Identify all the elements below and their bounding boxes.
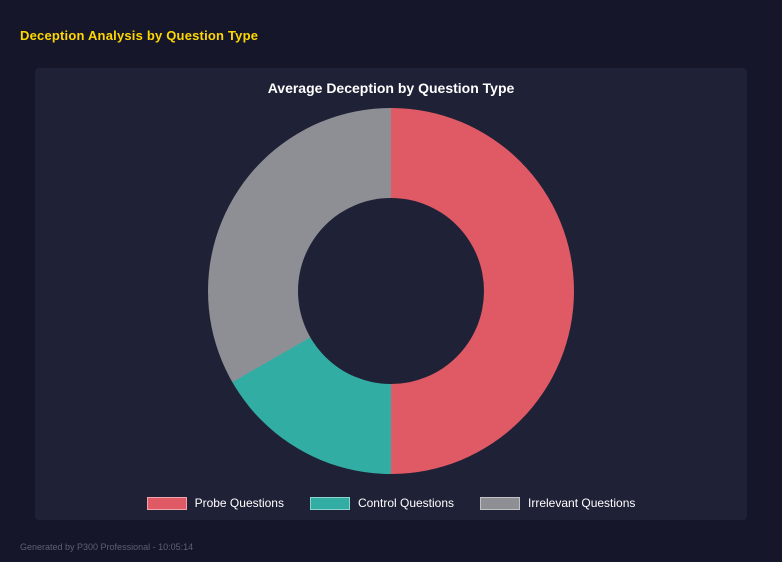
donut-chart-area xyxy=(35,104,747,478)
footer-status: Generated by P300 Professional - 10:05:1… xyxy=(20,542,194,552)
legend-swatch-control-questions xyxy=(309,496,350,510)
chart-legend: Probe Questions Control Questions Irrele… xyxy=(35,496,747,510)
legend-label-probe-questions: Probe Questions xyxy=(194,496,284,510)
donut-hole xyxy=(298,198,484,384)
legend-item-control-questions[interactable]: Control Questions xyxy=(309,496,455,510)
legend-swatch-irrelevant-questions xyxy=(480,496,521,510)
page-title: Deception Analysis by Question Type xyxy=(20,28,259,43)
chart-panel: Average Deception by Question Type Probe… xyxy=(35,68,747,520)
chart-title: Average Deception by Question Type xyxy=(267,80,515,96)
legend-item-irrelevant-questions[interactable]: Irrelevant Questions xyxy=(480,496,635,510)
legend-swatch-probe-questions xyxy=(146,496,187,510)
legend-label-control-questions: Control Questions xyxy=(357,496,455,510)
donut-chart[interactable] xyxy=(208,108,574,474)
legend-label-irrelevant-questions: Irrelevant Questions xyxy=(528,496,636,510)
legend-item-probe-questions[interactable]: Probe Questions xyxy=(146,496,284,510)
